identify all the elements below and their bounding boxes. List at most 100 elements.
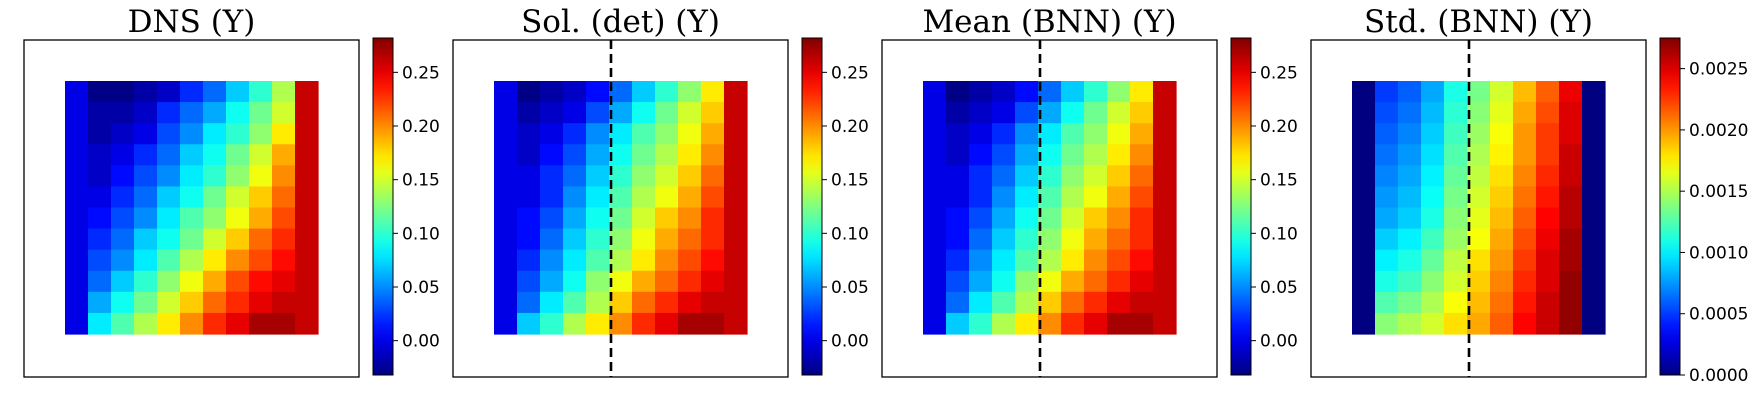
heatmap-cell [1513,249,1537,272]
heatmap-cell [88,123,112,145]
heatmap-cell [203,186,227,209]
heatmap-cell [923,102,947,124]
heatmap-cell [678,228,702,251]
colorbar-tick-label: 0.00 [402,332,440,352]
heatmap-cell [1153,144,1177,166]
heatmap-cell [1107,144,1131,166]
heatmap-cell [540,102,564,124]
colorbar-tick-label: 0.25 [831,63,869,83]
heatmap-cell [157,81,181,103]
heatmap-cell [655,123,679,145]
heatmap-cell [969,102,993,124]
heatmap-cell [1107,228,1131,251]
heatmap-cell [88,207,112,230]
heatmap-cell [517,186,541,209]
heatmap-cell [1582,144,1606,166]
heatmap-cell [724,207,748,230]
heatmap-cell [1398,312,1422,335]
heatmap-cell [609,291,633,314]
heatmap-cell [1421,165,1445,188]
heatmap-cell [249,81,273,103]
heatmap-cell [1015,207,1039,230]
heatmap-cell [111,291,135,314]
colorbar-tick-label: 0.20 [831,117,869,137]
heatmap-cell [1015,249,1039,272]
heatmap-cell [65,249,89,272]
heatmap-cell [272,102,296,124]
heatmap-cell [134,228,158,251]
heatmap-cell [157,249,181,272]
heatmap-cell [1107,81,1131,103]
heatmap-cell [1582,312,1606,335]
heatmap-cell [111,312,135,335]
heatmap-cell [180,270,204,293]
heatmap-cell [494,228,518,251]
heatmap-cell [295,102,319,124]
heatmap-cell [563,123,587,145]
heatmap-cell [272,186,296,209]
heatmap-cell [1398,249,1422,272]
colorbar-tick-label: 0.20 [402,117,440,137]
chart-title: Sol. (det) (Y) [521,4,720,40]
heatmap-cell [1467,312,1491,335]
heatmap-cell [494,81,518,103]
heatmap-cell [1513,102,1537,124]
heatmap-cell [1444,312,1468,335]
heatmap-cell [1536,165,1560,188]
chart-panel-1: DNS (Y) 0.00 0.05 0.10 0.15 0.20 0.25 [23,4,440,378]
heatmap-cell [540,186,564,209]
colorbar-tick-label: 0.0025 [1689,60,1748,80]
heatmap-cell [272,123,296,145]
heatmap-cell [923,312,947,335]
heatmap-cell [249,291,273,314]
heatmap-cell [992,207,1016,230]
heatmap-cell [1536,102,1560,124]
heatmap-cell [1153,270,1177,293]
heatmap-cell [1582,165,1606,188]
heatmap-cell [1352,207,1376,230]
heatmap-cell [632,144,656,166]
heatmap-cell [1444,102,1468,124]
heatmap-cell [517,144,541,166]
heatmap-cell [134,312,158,335]
colorbar-tick-label: 0.10 [831,224,869,244]
heatmap-cell [1107,291,1131,314]
heatmap-cell [203,165,227,188]
heatmap-cell [157,270,181,293]
heatmap-cell [1421,249,1445,272]
heatmap-cell [226,291,250,314]
heatmap-cell [65,102,89,124]
heatmap-cell [1107,249,1131,272]
heatmap-cell [678,144,702,166]
heatmap-cell [1513,207,1537,230]
heatmap-cell [1536,123,1560,145]
heatmap-cell [563,312,587,335]
heatmap-cell [111,81,135,103]
colorbar-tick-label: 0.0005 [1689,305,1748,325]
heatmap-cell [1153,291,1177,314]
heatmap-cell [1130,144,1154,166]
heatmap-cell [1130,270,1154,293]
colorbar-tick-label: 0.0000 [1689,366,1748,386]
heatmap-cell [563,249,587,272]
heatmap-cell [249,123,273,145]
chart-panel-4: Std. (BNN) (Y) 0.0000 0.0005 0.0010 0.0015 0.… [1310,4,1748,386]
heatmap-cell [1536,207,1560,230]
heatmap-cell [1398,186,1422,209]
heatmap-cell [992,312,1016,335]
heatmap-cell [540,123,564,145]
heatmap-cell [180,186,204,209]
heatmap-cell [1490,102,1514,124]
heatmap-cell [969,270,993,293]
colorbar-tick-label: 0.25 [1260,63,1298,83]
chart-panel-2: Sol. (det) (Y) 0.00 0.05 0.10 0.15 0.20 0.25 [452,4,869,378]
heatmap-cell [969,291,993,314]
heatmap-cell [1536,270,1560,293]
heatmap-cell [134,291,158,314]
heatmap-cell [1061,291,1085,314]
heatmap-cell [1421,123,1445,145]
heatmap-cell [1061,81,1085,103]
heatmap-cell [157,207,181,230]
heatmap-cell [1061,207,1085,230]
